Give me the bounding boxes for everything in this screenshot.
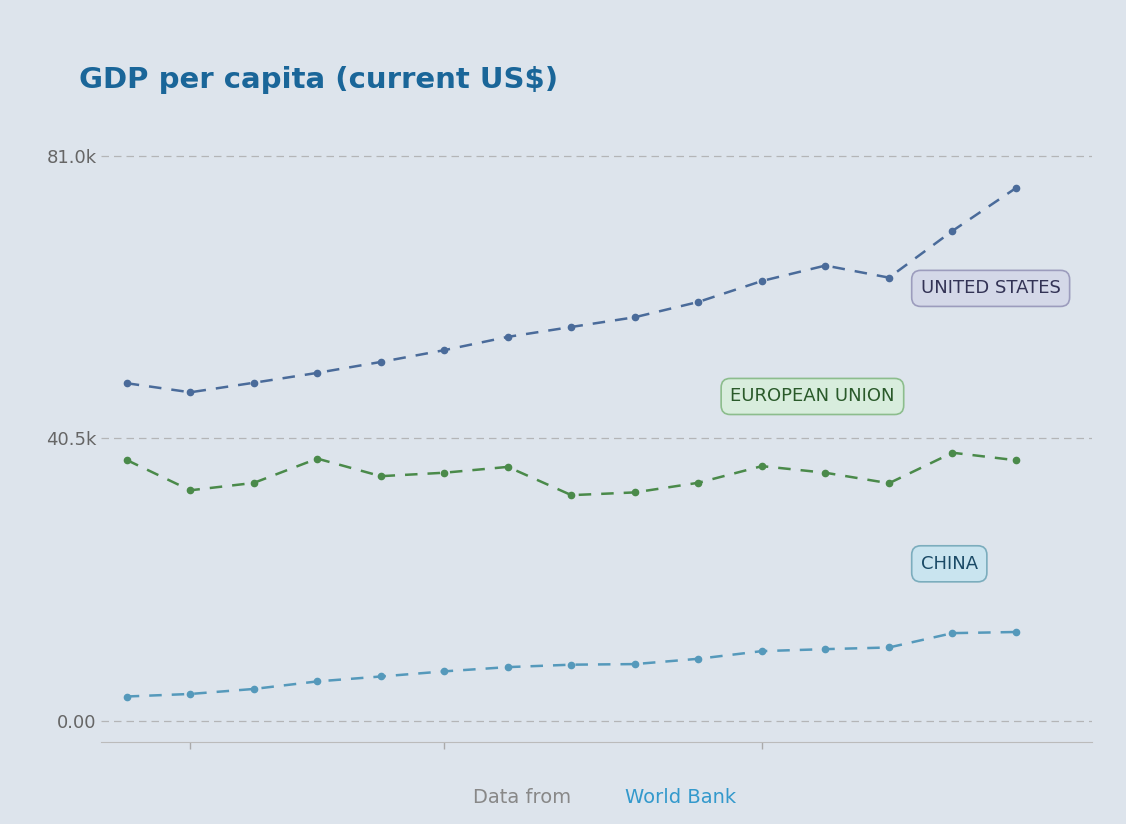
- Text: UNITED STATES: UNITED STATES: [921, 279, 1061, 297]
- Text: GDP per capita (current US$): GDP per capita (current US$): [79, 66, 558, 94]
- Text: CHINA: CHINA: [921, 555, 977, 573]
- Text: Data from: Data from: [473, 789, 578, 808]
- Text: World Bank: World Bank: [625, 789, 736, 808]
- Text: EUROPEAN UNION: EUROPEAN UNION: [730, 387, 895, 405]
